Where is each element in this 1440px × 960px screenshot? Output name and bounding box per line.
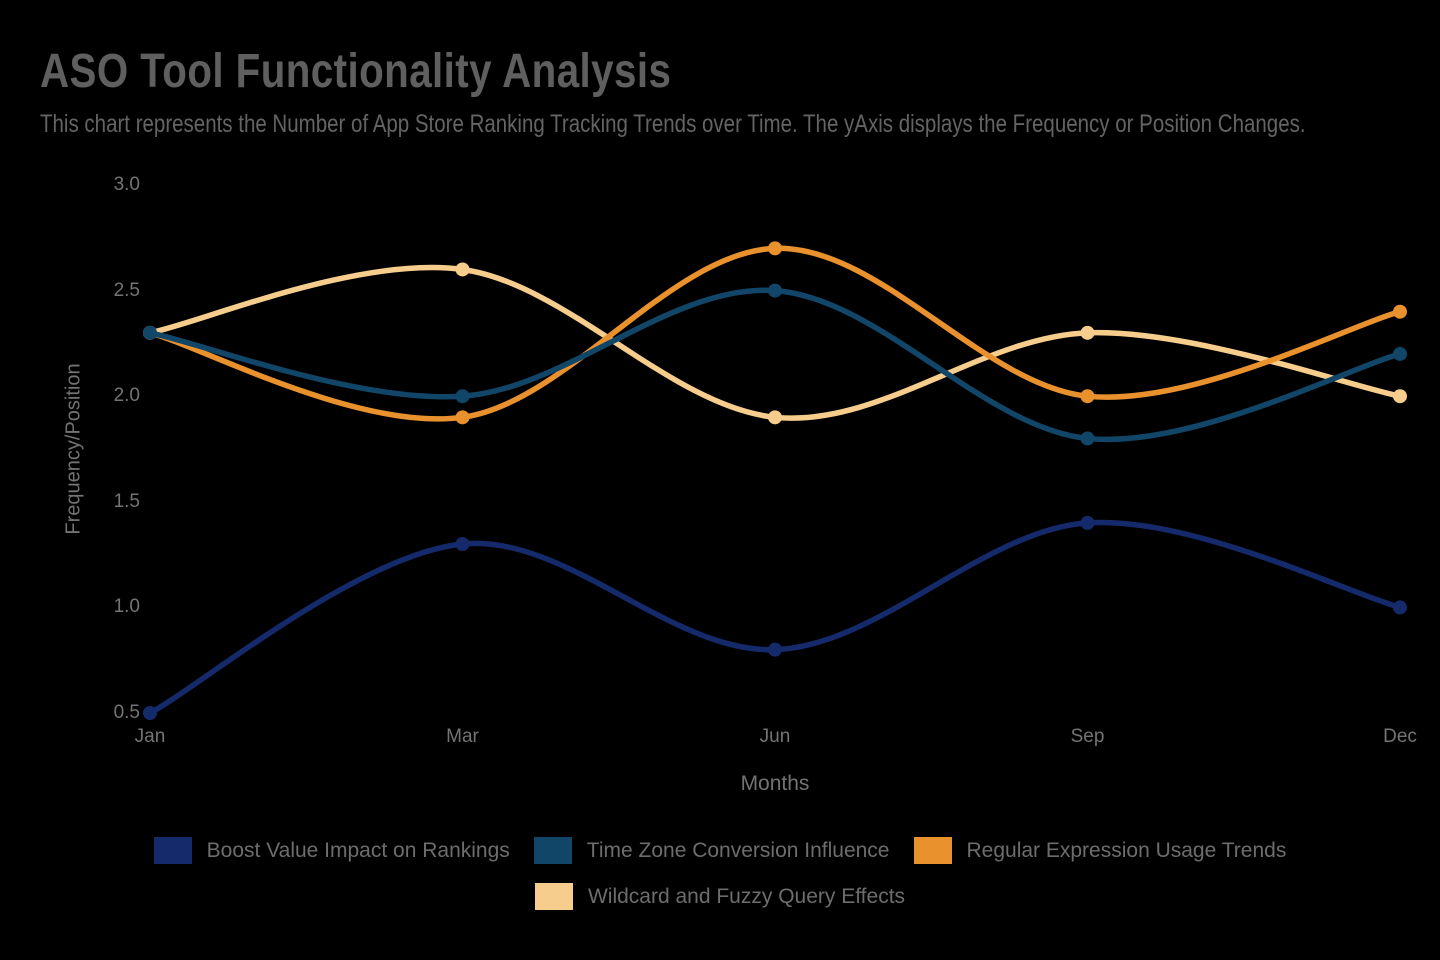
data-point-time-zone-conversion-influence-mar [455, 389, 470, 404]
legend-swatch-time-zone-conversion-influence [533, 837, 572, 864]
legend-label-time-zone-conversion-influence: Time Zone Conversion Influence [586, 838, 890, 862]
data-point-boost-value-impact-on-rankings-mar [455, 537, 470, 552]
data-point-boost-value-impact-on-rankings-jun [768, 642, 782, 657]
data-point-time-zone-conversion-influence-dec [1393, 346, 1407, 361]
data-point-wildcard-and-fuzzy-query-effects-sep [1080, 325, 1095, 340]
data-point-wildcard-and-fuzzy-query-effects-dec [1393, 389, 1407, 404]
legend-item-wildcard-and-fuzzy-query-effects[interactable]: Wildcard and Fuzzy Query Effects [534, 883, 906, 910]
x-tick-label-jan: Jan [134, 726, 166, 747]
data-point-regular-expression-usage-trends-mar [455, 410, 470, 425]
y-tick-label-0.5: 0.5 [113, 702, 140, 723]
y-tick-label-1.5: 1.5 [113, 490, 140, 512]
x-tick-label-mar: Mar [446, 726, 479, 747]
y-tick-label-2.5: 2.5 [113, 279, 140, 301]
data-point-time-zone-conversion-influence-sep [1080, 431, 1095, 446]
data-point-time-zone-conversion-influence-jun [768, 283, 782, 298]
data-point-regular-expression-usage-trends-dec [1393, 304, 1407, 319]
legend-label-boost-value-impact-on-rankings: Boost Value Impact on Rankings [206, 838, 510, 862]
x-tick-label-dec: Dec [1383, 726, 1417, 747]
x-tick-label-jun: Jun [759, 726, 791, 747]
data-point-regular-expression-usage-trends-jun [768, 241, 782, 256]
data-point-boost-value-impact-on-rankings-dec [1393, 600, 1407, 615]
series-line-boost-value-impact-on-rankings [147, 519, 1403, 716]
data-point-boost-value-impact-on-rankings-sep [1080, 515, 1095, 530]
legend-item-boost-value-impact-on-rankings[interactable]: Boost Value Impact on Rankings [153, 837, 510, 864]
data-point-wildcard-and-fuzzy-query-effects-mar [455, 262, 470, 277]
y-tick-label-2.0: 2.0 [113, 385, 140, 407]
legend: Boost Value Impact on Rankings Time Zone … [55, 837, 1385, 910]
legend-swatch-wildcard-and-fuzzy-query-effects [534, 883, 573, 910]
legend-item-regular-expression-usage-trends[interactable]: Regular Expression Usage Trends [913, 837, 1287, 864]
legend-swatch-boost-value-impact-on-rankings [153, 837, 192, 864]
legend-label-regular-expression-usage-trends: Regular Expression Usage Trends [966, 838, 1287, 862]
series-line-regular-expression-usage-trends [147, 245, 1403, 422]
chart-subtitle: This chart represents the Number of App … [40, 110, 1306, 138]
chart-title: ASO Tool Functionality Analysis [40, 45, 672, 98]
y-tick-label-3.0: 3.0 [113, 174, 140, 195]
data-point-boost-value-impact-on-rankings-jan [143, 706, 157, 720]
x-axis-title: Months [740, 772, 810, 795]
data-point-regular-expression-usage-trends-sep [1080, 389, 1095, 404]
data-point-time-zone-conversion-influence-jan [143, 325, 157, 340]
legend-label-wildcard-and-fuzzy-query-effects: Wildcard and Fuzzy Query Effects [587, 884, 906, 908]
y-tick-label-1.0: 1.0 [113, 596, 140, 618]
data-point-wildcard-and-fuzzy-query-effects-jun [768, 410, 782, 425]
legend-item-time-zone-conversion-influence[interactable]: Time Zone Conversion Influence [533, 837, 890, 864]
x-tick-label-sep: Sep [1070, 726, 1105, 747]
legend-swatch-regular-expression-usage-trends [913, 837, 952, 864]
